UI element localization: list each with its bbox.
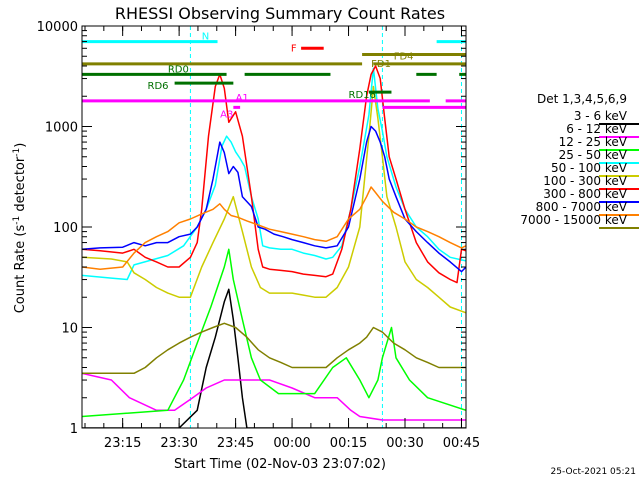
x-tick-label: 00:30 bbox=[386, 436, 423, 451]
x-tick-label: 23:15 bbox=[104, 436, 141, 451]
y-tick-label: 100 bbox=[53, 221, 78, 236]
annotation-label: F bbox=[291, 43, 297, 54]
annotation-label: RD16 bbox=[349, 90, 376, 101]
y-tick-label: 1 bbox=[70, 422, 78, 437]
legend-label: 50 - 100 keV bbox=[551, 161, 628, 175]
y-label-end: ) bbox=[13, 143, 28, 148]
legend-label: 300 - 800 keV bbox=[543, 187, 627, 201]
series-line bbox=[82, 322, 466, 375]
series-line bbox=[82, 248, 466, 418]
y-tick-label: 1000 bbox=[45, 121, 78, 136]
annotation-label: FD4 bbox=[394, 52, 414, 63]
x-axis-label: Start Time (02-Nov-03 23:07:02) bbox=[174, 457, 386, 472]
legend-label: 6 - 12 keV bbox=[566, 122, 628, 136]
x-tick-label: 23:45 bbox=[217, 436, 254, 451]
legend-label: 800 - 7000 keV bbox=[536, 200, 628, 214]
legend-label: 3 - 6 keV bbox=[574, 109, 628, 123]
legend-title: Det 1,3,4,5,6,9 bbox=[537, 92, 627, 106]
legend-label: 25 - 50 keV bbox=[559, 148, 628, 162]
generation-timestamp: 25-Oct-2021 05:21 bbox=[551, 467, 636, 477]
annotation-label: FD1 bbox=[371, 59, 391, 70]
y-label-sup2: -1 bbox=[12, 148, 22, 157]
series-group bbox=[82, 65, 466, 428]
series-line bbox=[82, 65, 466, 284]
plot-frame bbox=[81, 25, 467, 429]
series-line bbox=[82, 372, 466, 421]
legend-label: 7000 - 15000 keV bbox=[520, 213, 627, 227]
annotation-label: N bbox=[202, 32, 209, 43]
x-tick-label: 23:30 bbox=[160, 436, 197, 451]
chart-title: RHESSI Observing Summary Count Rates bbox=[115, 4, 445, 23]
annotation-label: A3 bbox=[220, 109, 233, 120]
series-line bbox=[82, 288, 466, 428]
annotation-group bbox=[82, 40, 466, 109]
y-label-mid: detector bbox=[13, 156, 28, 216]
annotation-label: A1 bbox=[236, 93, 249, 104]
legend-label: 12 - 25 keV bbox=[559, 135, 628, 149]
series-line bbox=[82, 186, 466, 270]
x-tick-label: 00:45 bbox=[443, 436, 480, 451]
y-label-sup: -1 bbox=[12, 216, 22, 225]
legend-label: 100 - 300 keV bbox=[543, 174, 627, 188]
y-axis-label: Count Rate (s-1 detector-1) bbox=[12, 143, 28, 314]
series-line bbox=[82, 85, 466, 314]
series-line bbox=[82, 125, 466, 273]
y-label-main: Count Rate (s bbox=[13, 225, 28, 314]
x-tick-label: 00:00 bbox=[273, 436, 310, 451]
annotation-label: RD6 bbox=[148, 81, 169, 92]
y-tick-label: 10 bbox=[61, 322, 78, 337]
x-tick-label: 00:15 bbox=[330, 436, 367, 451]
annotation-label: RD0 bbox=[168, 64, 189, 75]
y-tick-label: 10000 bbox=[37, 20, 78, 35]
